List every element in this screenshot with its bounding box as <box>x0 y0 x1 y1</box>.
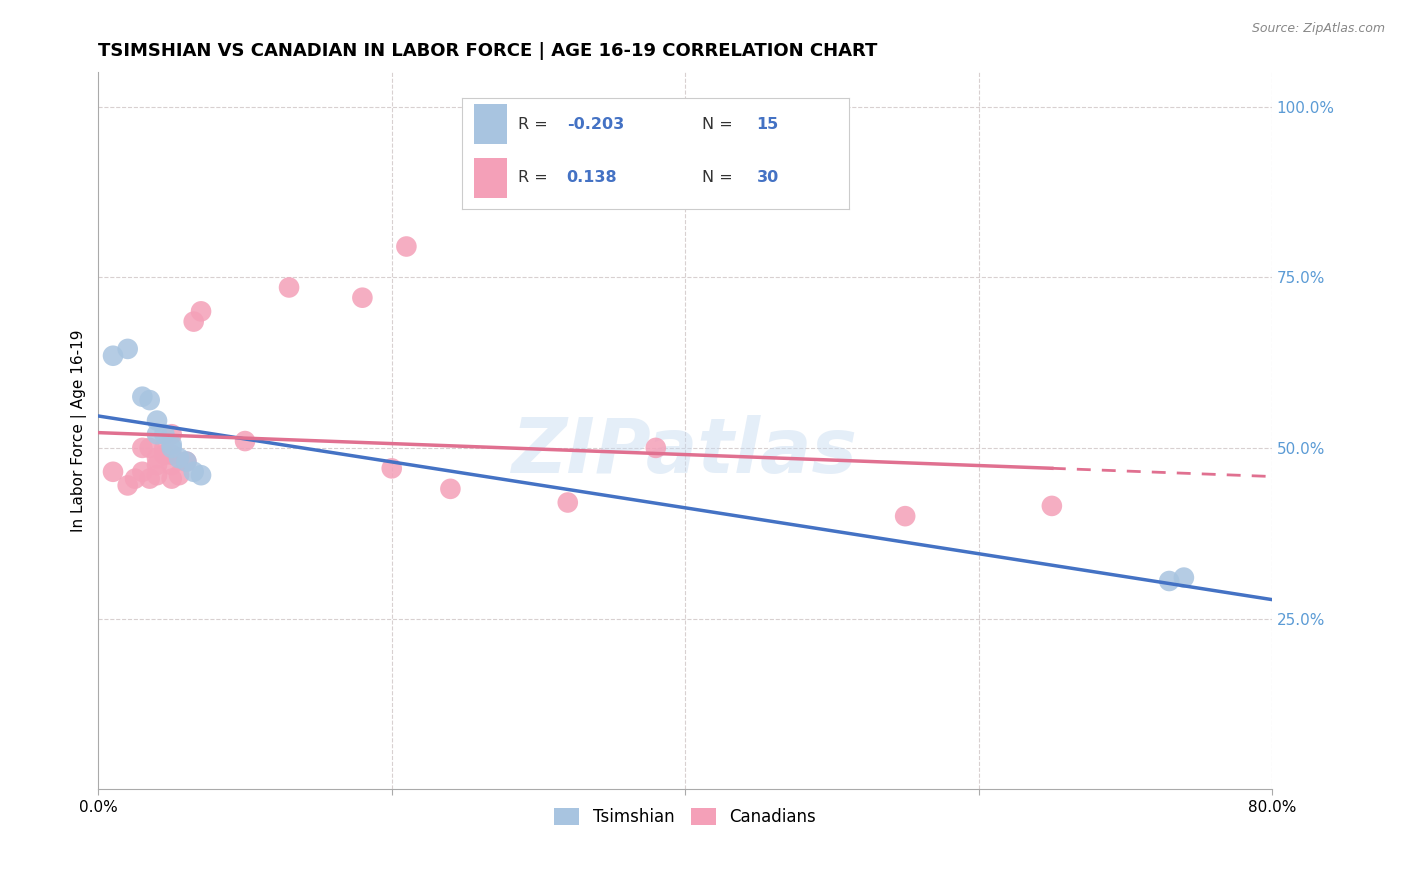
Text: TSIMSHIAN VS CANADIAN IN LABOR FORCE | AGE 16-19 CORRELATION CHART: TSIMSHIAN VS CANADIAN IN LABOR FORCE | A… <box>98 42 877 60</box>
Point <box>176 454 198 468</box>
Point <box>644 441 666 455</box>
Point <box>146 427 169 442</box>
Point <box>183 315 205 329</box>
Point <box>117 342 139 356</box>
Point <box>439 482 461 496</box>
Point <box>124 472 146 486</box>
Text: Source: ZipAtlas.com: Source: ZipAtlas.com <box>1251 22 1385 36</box>
Point <box>160 458 183 472</box>
Point <box>190 468 212 483</box>
Point <box>233 434 256 448</box>
Legend: Tsimshian, Canadians: Tsimshian, Canadians <box>546 800 824 835</box>
Point <box>146 468 169 483</box>
Point <box>117 478 139 492</box>
Point <box>153 427 176 442</box>
Point <box>160 448 183 462</box>
Point <box>381 461 404 475</box>
Point <box>131 441 153 455</box>
Point <box>146 458 169 472</box>
Point <box>138 393 160 408</box>
Point <box>352 291 374 305</box>
Point <box>138 441 160 455</box>
Point <box>1173 571 1195 585</box>
Point <box>160 437 183 451</box>
Point <box>160 427 183 442</box>
Point <box>131 465 153 479</box>
Point <box>160 441 183 455</box>
Point <box>1159 574 1181 588</box>
Point <box>167 451 190 466</box>
Point <box>153 448 176 462</box>
Point <box>153 441 176 455</box>
Point <box>278 280 301 294</box>
Point <box>146 414 169 428</box>
Point <box>183 465 205 479</box>
Point <box>176 454 198 468</box>
Point <box>894 509 917 524</box>
Point <box>146 451 169 466</box>
Point <box>167 468 190 483</box>
Point <box>395 239 418 253</box>
Point <box>131 390 153 404</box>
Text: ZIPatlas: ZIPatlas <box>512 416 858 490</box>
Point <box>160 472 183 486</box>
Y-axis label: In Labor Force | Age 16-19: In Labor Force | Age 16-19 <box>72 329 87 532</box>
Point <box>557 495 579 509</box>
Point <box>190 304 212 318</box>
Point <box>1040 499 1063 513</box>
Point <box>101 465 124 479</box>
Point <box>138 472 160 486</box>
Point <box>101 349 124 363</box>
